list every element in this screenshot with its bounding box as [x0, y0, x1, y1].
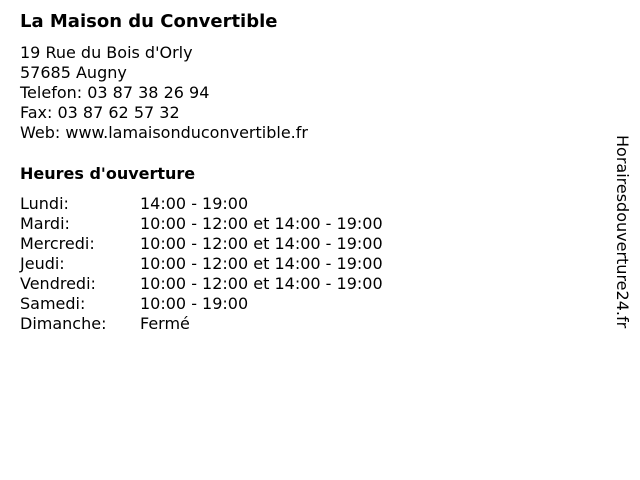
time: 10:00 - 12:00 et 14:00 - 19:00 [140, 254, 383, 273]
address-line2: 57685 Augny [20, 63, 127, 82]
website: Web: www.lamaisonduconvertible.fr [20, 123, 308, 142]
fax: Fax: 03 87 62 57 32 [20, 103, 180, 122]
day: Vendredi: [20, 274, 96, 293]
day: Mercredi: [20, 234, 95, 253]
address-line1: 19 Rue du Bois d'Orly [20, 43, 193, 62]
day: Jeudi: [20, 254, 65, 273]
time: 14:00 - 19:00 [140, 194, 249, 213]
watermark-text: Horairesdouverture24.fr [613, 135, 632, 329]
business-name: La Maison du Convertible [20, 11, 278, 32]
time: 10:00 - 12:00 et 14:00 - 19:00 [140, 234, 383, 253]
day: Mardi: [20, 214, 70, 233]
time: 10:00 - 19:00 [140, 294, 249, 313]
day: Lundi: [20, 194, 69, 213]
phone: Telefon: 03 87 38 26 94 [20, 83, 210, 102]
time: 10:00 - 12:00 et 14:00 - 19:00 [140, 214, 383, 233]
day: Samedi: [20, 294, 86, 313]
day: Dimanche: [20, 314, 107, 333]
time: Fermé [140, 314, 190, 333]
contact-info: 19 Rue du Bois d'Orly 57685 Augny Telefo… [20, 43, 308, 143]
hours-title: Heures d'ouverture [20, 164, 196, 183]
time: 10:00 - 12:00 et 14:00 - 19:00 [140, 274, 383, 293]
